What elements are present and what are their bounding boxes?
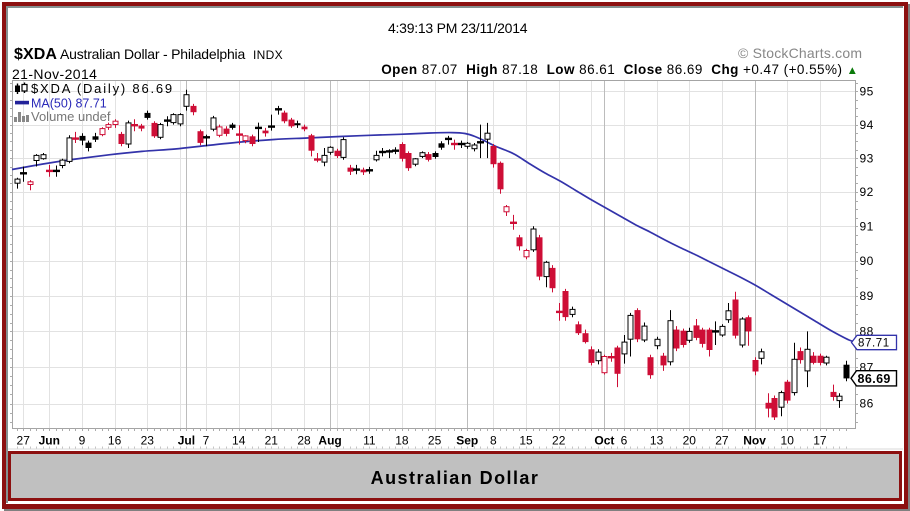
svg-text:6: 6 [621,434,628,448]
svg-text:14: 14 [232,434,246,448]
svg-text:22: 22 [552,434,566,448]
svg-text:Jul: Jul [178,434,195,448]
svg-text:87.71: 87.71 [858,338,890,350]
svg-text:90: 90 [860,254,874,268]
svg-text:Jun: Jun [39,434,60,448]
svg-text:11: 11 [363,434,376,448]
svg-text:MA(50) 87.71: MA(50) 87.71 [31,97,107,111]
svg-text:27: 27 [17,434,31,448]
svg-text:20: 20 [683,434,697,448]
svg-text:91: 91 [860,220,874,234]
svg-text:Sep: Sep [456,434,478,448]
svg-text:28: 28 [297,434,311,448]
svg-text:16: 16 [108,434,122,448]
svg-text:Aug: Aug [318,434,341,448]
svg-text:7: 7 [203,434,210,448]
svg-text:21: 21 [265,434,279,448]
svg-text:15: 15 [519,434,533,448]
svg-text:$XDA (Daily) 86.69: $XDA (Daily) 86.69 [31,81,174,96]
svg-text:27: 27 [715,434,729,448]
svg-text:94: 94 [860,118,874,132]
svg-text:92: 92 [860,185,874,199]
svg-text:86: 86 [860,397,874,411]
svg-text:Nov: Nov [743,434,766,448]
svg-text:95: 95 [860,85,874,99]
svg-text:93: 93 [860,151,874,165]
svg-text:9: 9 [79,434,86,448]
svg-text:25: 25 [428,434,442,448]
svg-text:23: 23 [141,434,155,448]
svg-text:89: 89 [860,289,874,303]
svg-text:18: 18 [395,434,409,448]
svg-text:8: 8 [490,434,497,448]
svg-text:17: 17 [813,434,827,448]
svg-text:Oct: Oct [594,434,614,448]
svg-text:10: 10 [781,434,795,448]
svg-text:86.69: 86.69 [858,372,891,386]
svg-text:Volume undef: Volume undef [31,109,111,124]
svg-text:13: 13 [650,434,664,448]
